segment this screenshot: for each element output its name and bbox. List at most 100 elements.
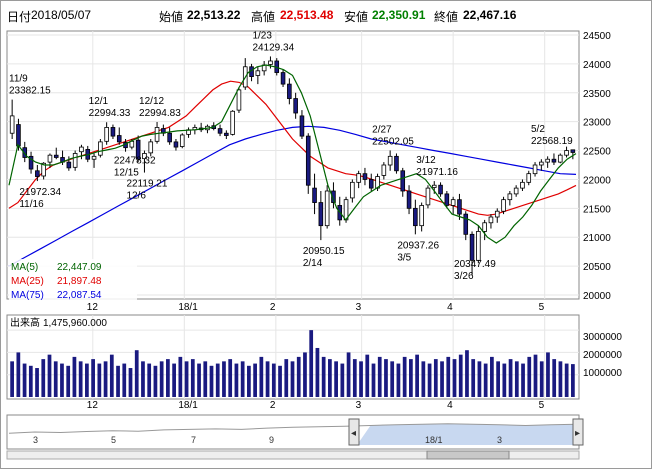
- volume-bar: [159, 361, 164, 397]
- volume-bar: [122, 363, 127, 397]
- navigator-left-handle[interactable]: [348, 418, 360, 446]
- legend-ma75-value: 22,087.54: [57, 290, 102, 301]
- volume-bar: [352, 359, 357, 397]
- volume-bar: [508, 359, 513, 397]
- volume-bar: [284, 359, 289, 397]
- annotation-value: 20937.26: [397, 240, 439, 251]
- candle-body: [173, 141, 179, 148]
- volume-bar: [134, 350, 139, 397]
- candle-body: [287, 83, 292, 99]
- volume-bar: [377, 356, 382, 397]
- volume-bar: [253, 363, 257, 397]
- volume-bar: [166, 359, 170, 397]
- price-x-tick: 3: [356, 302, 362, 313]
- candle-body: [551, 158, 557, 163]
- legend-box: [9, 259, 137, 303]
- candle-body: [47, 154, 53, 163]
- price-y-tick: 20000: [583, 291, 611, 302]
- navigator-label: 3: [497, 435, 502, 445]
- ma25-line: [8, 80, 577, 216]
- annotation-value: 24129.34: [252, 42, 294, 53]
- volume-axis-label-1: 2000000: [583, 350, 622, 361]
- period-navigator[interactable]: 3 5 7 9 18/1 3 ◂ ▸: [6, 414, 584, 460]
- candle-body: [224, 132, 229, 136]
- candle-body: [476, 231, 481, 261]
- navigator-scroll-thumb[interactable]: [426, 450, 510, 460]
- ma-legend: MA(5) 22,447.09 MA(25) 21,897.48 MA(75) …: [9, 259, 137, 303]
- volume-bar: [141, 361, 145, 397]
- candle-body: [539, 161, 544, 166]
- candle-body: [557, 154, 563, 163]
- candle-body: [41, 162, 46, 177]
- volume-bar: [197, 363, 201, 397]
- volume-value: 1,475,960.000: [43, 318, 107, 329]
- close-label: 終値: [434, 10, 459, 24]
- price-y-tick: 23500: [583, 89, 611, 100]
- annotation-value: 21971.16: [416, 167, 458, 178]
- navigator-right-handle[interactable]: [572, 418, 584, 446]
- candle-body: [350, 181, 355, 199]
- volume-x-tick: 4: [447, 400, 453, 411]
- candle-body: [53, 154, 59, 158]
- candle-body: [98, 141, 103, 156]
- annotation-value: 22119.21: [126, 179, 167, 190]
- price-y-tick: 24500: [583, 31, 611, 42]
- ma25-path: [8, 80, 577, 216]
- volume-bar: [66, 365, 71, 397]
- candle-body: [280, 72, 286, 85]
- volume-bar: [446, 356, 451, 397]
- legend-ma75-label: MA(75): [11, 290, 44, 301]
- volume-x-tick: 18/1: [178, 400, 198, 411]
- volume-bar: [16, 352, 21, 397]
- volume-bar: [184, 361, 189, 397]
- navigator-label: 5: [111, 435, 116, 445]
- volume-bar: [271, 363, 276, 397]
- candle-body: [438, 184, 443, 195]
- candle-body: [469, 233, 475, 261]
- volume-bar: [116, 365, 120, 397]
- candle-body: [104, 127, 109, 142]
- price-y-tick: 21000: [583, 233, 611, 244]
- candle-body: [116, 135, 122, 143]
- volume-bar: [228, 359, 233, 397]
- volume-bar: [496, 361, 500, 397]
- navigator-labels: 3 5 7 9 18/1 3: [33, 435, 502, 445]
- navigator-label: 18/1: [425, 435, 443, 445]
- volume-bar: [433, 359, 438, 397]
- left-handle-icon: ◂: [351, 428, 356, 439]
- low-label: 安値: [344, 10, 369, 24]
- volume-bar: [452, 359, 457, 397]
- volume-bar: [47, 354, 52, 397]
- volume-bar: [60, 363, 64, 397]
- price-y-tick: 21500: [583, 204, 611, 215]
- volume-bar: [483, 363, 488, 397]
- navigator-overview-line: [8, 423, 578, 434]
- navigator-scrollbar[interactable]: [6, 450, 580, 460]
- volume-bar: [190, 359, 195, 397]
- volume-bar: [303, 352, 307, 397]
- candle-body: [110, 127, 116, 137]
- annotation-date: 2/14: [303, 258, 323, 269]
- volume-x-tick: 12: [87, 400, 99, 411]
- candle-body: [457, 199, 462, 215]
- candle-body: [293, 98, 298, 114]
- volume-bar: [571, 364, 575, 397]
- date-value: 2018/05/07: [31, 8, 92, 22]
- candle-body: [526, 173, 532, 183]
- volume-bar: [390, 361, 395, 397]
- volume-bar: [215, 363, 220, 397]
- candle-body: [318, 202, 324, 227]
- candle-body: [356, 173, 361, 183]
- candle-body: [394, 155, 399, 172]
- volume-bar: [203, 361, 208, 397]
- volume-bar: [290, 361, 295, 397]
- annotation-date: 12/1: [89, 96, 109, 107]
- navigator-selected-range: [357, 423, 577, 445]
- candle-body: [488, 216, 494, 224]
- volume-bar: [402, 356, 407, 397]
- volume-bar: [35, 368, 39, 397]
- volume-bar: [365, 354, 370, 397]
- candle-body: [413, 207, 418, 227]
